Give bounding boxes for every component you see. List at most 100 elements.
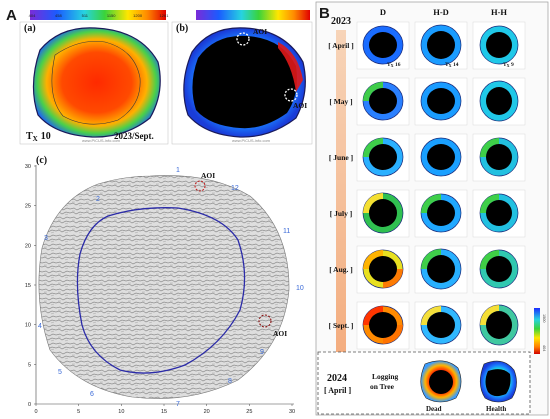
panel-a-letter: A (6, 7, 17, 24)
aoi-label-b-right: AOI (293, 101, 307, 110)
tomogram-cell (414, 301, 468, 350)
y-tick-label: 0 (28, 402, 31, 408)
month-label: [ May ] (329, 97, 352, 106)
tx-label-b: TX 9 (503, 62, 514, 68)
colorbar-a-tick: 404 (29, 13, 36, 18)
month-label: [ July ] (330, 209, 353, 218)
tomogram-cell (472, 133, 526, 182)
tomogram-a: 404 458 511 1150 1200 1261 (a) TX 10 2023/Sept… (19, 10, 170, 145)
logging-label-line1: Logging (372, 372, 399, 381)
april-2024-label: [ April ] (324, 386, 351, 395)
month-labels: [ April ] [ May ] [ June ] [ July ] [ Aug. ]… (328, 41, 353, 330)
scribble-cloud (38, 175, 290, 399)
column-headers: D H-D H-H (380, 7, 507, 17)
inner-contour-a (51, 41, 141, 125)
colorbar-bottom-value: 404 (542, 345, 546, 351)
tomogram-cell (472, 301, 526, 350)
date-label-a: 2023/Sept. (114, 131, 154, 141)
x-tick-label: 30 (289, 409, 295, 415)
x-tick-label: 5 (77, 409, 80, 415)
colorbar-a-tick: 511 (82, 13, 89, 18)
colorbar-b (196, 10, 310, 20)
column-header-h-d: H-D (433, 7, 449, 17)
y-tick-label: 10 (25, 323, 31, 329)
tomogram-cell (472, 189, 526, 238)
tomogram-cell (356, 133, 410, 182)
x-tick-label: 0 (34, 409, 37, 415)
sensor-number: 8 (228, 378, 232, 385)
colorbar-a-tick: 458 (55, 13, 62, 18)
watermark-b: www.PiCUS-info.com (232, 138, 271, 143)
tomogram-a-shape (32, 27, 161, 138)
sensor-number: 7 (176, 401, 180, 408)
aoi-marker-b-top (236, 32, 250, 46)
sensor-number: 5 (58, 369, 62, 376)
sensor-number: 6 (90, 391, 94, 398)
y-tick-label: 20 (25, 243, 31, 249)
colorbar-a-ticks: 404 458 511 1150 1200 1261 (29, 13, 170, 18)
aoi-label-b-top: AOI (253, 27, 267, 36)
y-tick-label: 15 (25, 283, 31, 289)
watermark-a: www.PiCUS-info.com (82, 138, 121, 143)
sensor-number: 9 (260, 349, 264, 356)
sensor-number: 1 (176, 167, 180, 174)
sensor-number: 3 (44, 235, 48, 242)
y-tick-label: 25 (25, 204, 31, 210)
y-tick-label: 5 (28, 362, 31, 368)
tomogram-b: AOI AOI (b) www.PiCUS-info.com (171, 10, 313, 145)
x-axis-ticks-c: 0 5 10 15 20 25 30 (34, 404, 295, 415)
month-label: [ Aug. ] (329, 265, 353, 274)
dead-label: Dead (426, 405, 442, 413)
x-tick-label: 25 (246, 409, 252, 415)
column-header-h-h: H-H (491, 7, 507, 17)
month-label: [ June ] (329, 153, 353, 162)
sensor-number: 12 (231, 185, 239, 192)
colorbar-a-tick: 1200 (133, 13, 143, 18)
y-tick-label: 30 (25, 164, 31, 170)
x-tick-label: 20 (204, 409, 210, 415)
tomogram-dead (420, 360, 462, 403)
tomogram-cell (356, 245, 410, 294)
y-axis-ticks-c: 0 5 10 15 20 25 30 (25, 164, 36, 408)
sub-c-label: (c) (36, 155, 47, 166)
month-label: [ Sept. ] (329, 321, 354, 330)
tomogram-cell (356, 301, 410, 350)
x-tick-label: 10 (118, 409, 124, 415)
aoi-label-c-right: AOI (273, 329, 287, 338)
tomogram-cell (356, 77, 410, 126)
inner-contour-c (76, 207, 246, 374)
sensor-number: 4 (38, 323, 42, 330)
colorbar-a-tick: 1150 (107, 13, 116, 18)
tomogram-cell (414, 133, 468, 182)
tomogram-b-core (192, 35, 297, 129)
tx-label-b: TX 16 (387, 62, 401, 68)
sensor-number: 10 (296, 285, 304, 292)
tomogram-cell (414, 189, 468, 238)
tomogram-cell (414, 245, 468, 294)
column-header-d: D (380, 7, 386, 17)
colorbar-vertical (534, 308, 540, 354)
aoi-marker-b-right (284, 88, 298, 102)
month-label: [ April ] (328, 41, 353, 50)
health-label: Health (486, 405, 506, 413)
tomogram-cell (414, 21, 468, 70)
aoi-marker-c-right (258, 314, 272, 328)
sensor-number: 11 (283, 228, 290, 235)
timeline-arrow (330, 30, 352, 392)
logging-label-line2: on Tree (370, 382, 395, 391)
tomogram-cell (472, 21, 526, 70)
tomogram-cell (472, 77, 526, 126)
aoi-label-c-top: AOI (201, 171, 215, 180)
colorbar-a-tick: 1261 (160, 13, 170, 18)
tomogram-health (479, 360, 517, 403)
x-tick-label: 15 (161, 409, 167, 415)
tomogram-cell (356, 21, 410, 70)
sub-a-label: (a) (24, 23, 36, 34)
tx-label-a: TX 10 (26, 131, 51, 143)
tomogram-cell (356, 189, 410, 238)
tomogram-cell (414, 77, 468, 126)
sub-b-label: (b) (176, 23, 188, 34)
